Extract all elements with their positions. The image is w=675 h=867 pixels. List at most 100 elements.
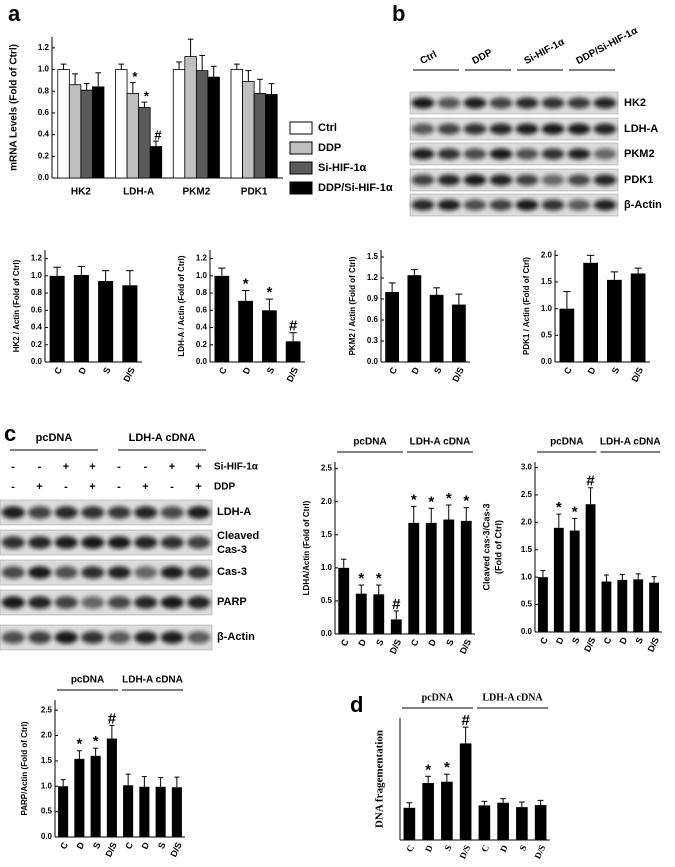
y-tick-label: 0.8	[196, 288, 208, 297]
bar	[49, 275, 65, 362]
x-tick-label: S	[101, 366, 113, 376]
bar	[585, 504, 596, 632]
y-tick-label: 0.6	[367, 315, 379, 324]
significance-mark: #	[392, 596, 401, 613]
y-tick-label: 0.5	[321, 596, 333, 605]
bar	[123, 785, 134, 837]
y-tick-label: 0.0	[38, 173, 50, 182]
y-tick-label: 1.5	[521, 545, 533, 554]
significance-mark: *	[425, 761, 431, 778]
y-axis-label: HK2 / Actin (Fold of Ctrl)	[12, 259, 21, 352]
significance-mark: *	[144, 89, 150, 104]
bar	[617, 579, 628, 632]
blot-row-label: HK2	[624, 97, 646, 109]
legend-swatch	[289, 141, 313, 155]
x-tick-label: S	[432, 366, 444, 376]
lane-label: Si-HIF-1α	[522, 36, 567, 67]
bar	[230, 69, 243, 179]
x-tick-label: D	[77, 365, 89, 376]
blot-band	[567, 123, 591, 135]
blot-band	[160, 506, 184, 519]
condition-sign: +	[195, 461, 201, 473]
blot-row-label: PDK1	[624, 174, 653, 186]
blot-band	[515, 97, 539, 109]
x-tick-label: C	[409, 637, 421, 648]
x-tick-label: D	[356, 637, 368, 648]
y-axis-label: DNA fragementation	[374, 730, 386, 828]
blot-band	[160, 631, 184, 644]
bar	[106, 738, 117, 837]
blot-band	[489, 97, 513, 109]
x-tick-label: C	[387, 365, 399, 376]
y-axis-label: PDK1 / Actin (Fold of Ctrl)	[522, 257, 531, 355]
bar	[403, 807, 416, 840]
bar	[390, 619, 402, 634]
bar	[238, 300, 253, 362]
blot-band	[81, 596, 105, 609]
y-tick-label: 0.8	[31, 288, 43, 297]
blot-band	[567, 97, 591, 109]
condition-sign: +	[63, 461, 69, 473]
x-tick-label: D/S	[630, 366, 645, 384]
y-axis-label: PARP/Actin (Fold of Ctrl)	[20, 721, 29, 815]
y-axis-label: (Fold of Ctrl)	[493, 520, 503, 574]
significance-mark: *	[572, 503, 578, 520]
bar	[98, 281, 114, 362]
x-tick-label: D/S	[457, 843, 472, 860]
condition-sign: -	[64, 481, 68, 493]
blot-band	[187, 506, 211, 519]
blot-band	[463, 97, 487, 109]
blot-band	[411, 199, 435, 211]
bar	[57, 69, 70, 179]
bar	[265, 94, 278, 179]
condition-sign: +	[142, 481, 148, 493]
blot-band	[437, 123, 461, 135]
blot-band	[134, 596, 158, 609]
blot-band	[54, 566, 78, 579]
bar	[425, 522, 437, 634]
bar	[538, 577, 548, 632]
group-label: LDH-A cDNA	[410, 437, 471, 448]
x-tick-label: D/S	[646, 636, 661, 654]
blot-band	[134, 631, 158, 644]
x-tick-label: S	[444, 638, 456, 648]
significance-mark: *	[444, 759, 450, 776]
x-tick-label: C	[538, 635, 550, 646]
legend-label: DDP/Si-HIF-1α	[318, 182, 393, 194]
x-tick-label: D	[423, 843, 435, 854]
blot-row-label: LDH-A	[624, 123, 658, 135]
y-tick-label: 1.0	[31, 271, 43, 280]
y-tick-label: 0.0	[31, 357, 43, 366]
x-tick-label: D	[498, 843, 510, 854]
blot-band	[187, 566, 211, 579]
x-tick-label: D/S	[168, 841, 183, 859]
blot-band	[160, 566, 184, 579]
condition-sign: -	[144, 461, 148, 473]
blot-strip	[409, 193, 619, 217]
x-tick-label: S	[634, 636, 646, 646]
y-tick-label: 0.6	[31, 305, 43, 314]
group-label: pcDNA	[353, 437, 386, 448]
y-axis-label: LDH-A / Actin (Fold of Ctrl)	[177, 255, 186, 357]
blot-band	[515, 174, 539, 186]
x-tick-label: S	[570, 636, 582, 646]
panel-label: d	[350, 692, 363, 717]
blot-band	[411, 174, 435, 186]
blot-band	[160, 596, 184, 609]
blot-band	[541, 148, 565, 160]
bar	[633, 579, 644, 632]
blot-band	[593, 174, 617, 186]
bar	[171, 787, 182, 837]
bar	[58, 786, 69, 837]
blot-band	[134, 566, 158, 579]
y-tick-label: 0.5	[541, 330, 553, 339]
bar	[242, 81, 255, 179]
blot-band	[107, 536, 131, 549]
blot-band	[437, 97, 461, 109]
blot-band	[187, 631, 211, 644]
blot-row-label: Cleaved	[217, 530, 259, 542]
bar	[80, 89, 93, 179]
y-tick-label: 0.8	[38, 86, 50, 95]
group-label: pcDNA	[36, 432, 73, 444]
